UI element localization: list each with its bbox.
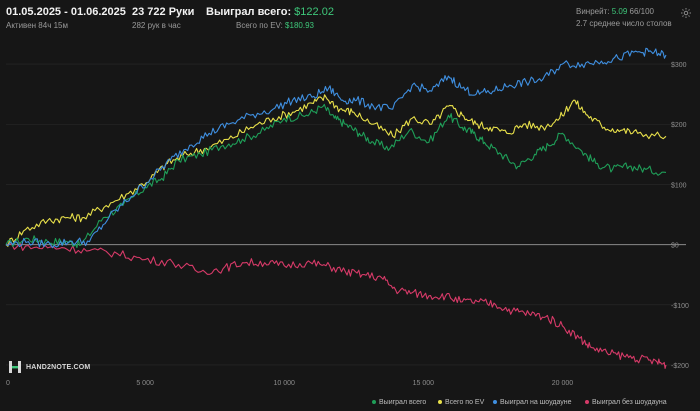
legend-dot [585,400,589,404]
legend-label: Выиграл на шоудауне [500,398,572,406]
y-tick-label: -$100 [671,303,689,310]
x-tick-label: 5 000 [136,380,154,387]
legend-label: Выиграл всего [379,398,427,406]
won-total: Выиграл всего: $122.02 [206,6,334,18]
hand2note-logo: HAND2NOTE.COM [8,360,90,374]
stats-header: 01.05.2025 - 01.06.2025 Активен 84ч 15м … [0,0,700,40]
gear-icon[interactable] [680,6,692,18]
legend-item-won-total[interactable]: Выиграл всего [372,396,426,408]
series-line [5,103,667,249]
won-total-label: Выиграл всего: [206,6,292,18]
legend-dot [493,400,497,404]
hands-count: 23 722 Руки [132,6,195,18]
active-time: Активен 84ч 15м [6,21,68,30]
chart-grid [6,63,686,366]
x-tick-label: 10 000 [274,380,296,387]
legend-item-showdown[interactable]: Выиграл на шоудауне [493,396,572,408]
profit-chart[interactable]: -$200 -$100 $0 $100 $200 $300 0 5 000 10 000 15 … [0,40,700,392]
legend-dot [372,400,376,404]
x-tick-label: 15 000 [413,380,435,387]
legend-item-non-showdown[interactable]: Выиграл без шоудауна [585,396,667,408]
winrate-count: 66/100 [629,7,654,16]
hand2note-logo-icon [8,360,22,374]
logo-text: HAND2NOTE.COM [26,363,91,371]
y-tick-label: $300 [671,62,687,69]
legend-dot [438,400,442,404]
y-tick-label: -$200 [671,363,689,370]
legend-label: Выиграл без шоудауна [592,398,667,406]
y-tick-label: $0 [671,243,679,250]
date-range[interactable]: 01.05.2025 - 01.06.2025 [6,6,126,18]
avg-tables: 2.7 среднее число столов [576,19,672,28]
ev-total: Всего по EV: $180.93 [236,21,314,30]
y-axis-labels: -$200 -$100 $0 $100 $200 $300 [671,62,689,370]
hands-per-hour: 282 рук в час [132,21,181,30]
legend-label: Всего по EV [445,398,485,406]
series-line [5,47,667,249]
series-line [5,242,667,369]
x-tick-label: 20 000 [552,380,574,387]
winrate-value: 5.09 [611,7,628,16]
winrate: Винрейт: 5.09 66/100 [576,7,654,16]
legend-item-ev-total[interactable]: Всего по EV [438,396,484,408]
y-tick-label: $100 [671,182,687,189]
x-tick-label: 0 [6,380,10,387]
won-total-value: $122.02 [294,6,334,18]
ev-total-label: Всего по EV: [236,21,283,30]
winrate-label: Винрейт: [576,7,610,16]
y-tick-label: $200 [671,122,687,129]
ev-total-value: $180.93 [285,21,314,30]
series-line [5,94,667,247]
x-axis-labels: 0 5 000 10 000 15 000 20 000 [6,380,573,387]
chart-series [5,47,667,369]
